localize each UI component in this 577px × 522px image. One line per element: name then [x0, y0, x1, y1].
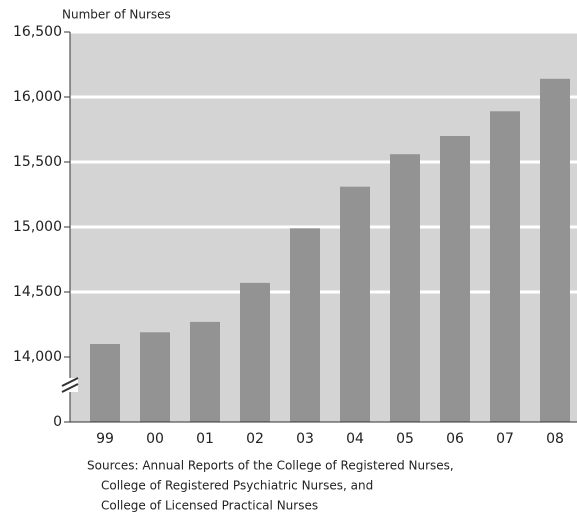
bar	[190, 321, 220, 422]
x-tick-label: 02	[246, 431, 264, 447]
x-tick-label: 05	[396, 431, 414, 447]
x-tick-label: 06	[446, 431, 464, 447]
source-line: College of Licensed Practical Nurses	[101, 499, 318, 513]
y-tick-label: 16,500	[13, 24, 62, 40]
axis-break	[61, 383, 79, 393]
x-tick-label: 99	[96, 431, 114, 447]
y-tick-label: 14,000	[13, 349, 62, 365]
bar	[490, 111, 520, 423]
x-tick-label: 08	[546, 431, 564, 447]
y-tick-label: 0	[53, 414, 62, 430]
x-tick-label: 07	[496, 431, 514, 447]
bar	[90, 344, 120, 422]
bar	[540, 78, 570, 423]
x-tick-label: 00	[146, 431, 164, 447]
bar	[390, 154, 420, 422]
x-tick-label: 01	[196, 431, 214, 447]
source-line: College of Registered Psychiatric Nurses…	[101, 479, 373, 493]
y-axis-label: Number of Nurses	[62, 8, 171, 22]
x-tick-label: 04	[346, 431, 364, 447]
bar	[240, 282, 270, 422]
axis-break-gap	[62, 378, 78, 392]
x-tick-label: 03	[296, 431, 314, 447]
source-line: Sources: Annual Reports of the College o…	[87, 459, 454, 473]
bar	[340, 186, 370, 422]
y-tick-label: 14,500	[13, 284, 62, 300]
bar	[440, 136, 470, 422]
y-tick-label: 15,000	[13, 219, 62, 235]
bar	[140, 332, 170, 422]
axis-break	[61, 377, 79, 387]
y-tick-label: 16,000	[13, 89, 62, 105]
y-tick-label: 15,500	[13, 154, 62, 170]
bar	[290, 228, 320, 422]
